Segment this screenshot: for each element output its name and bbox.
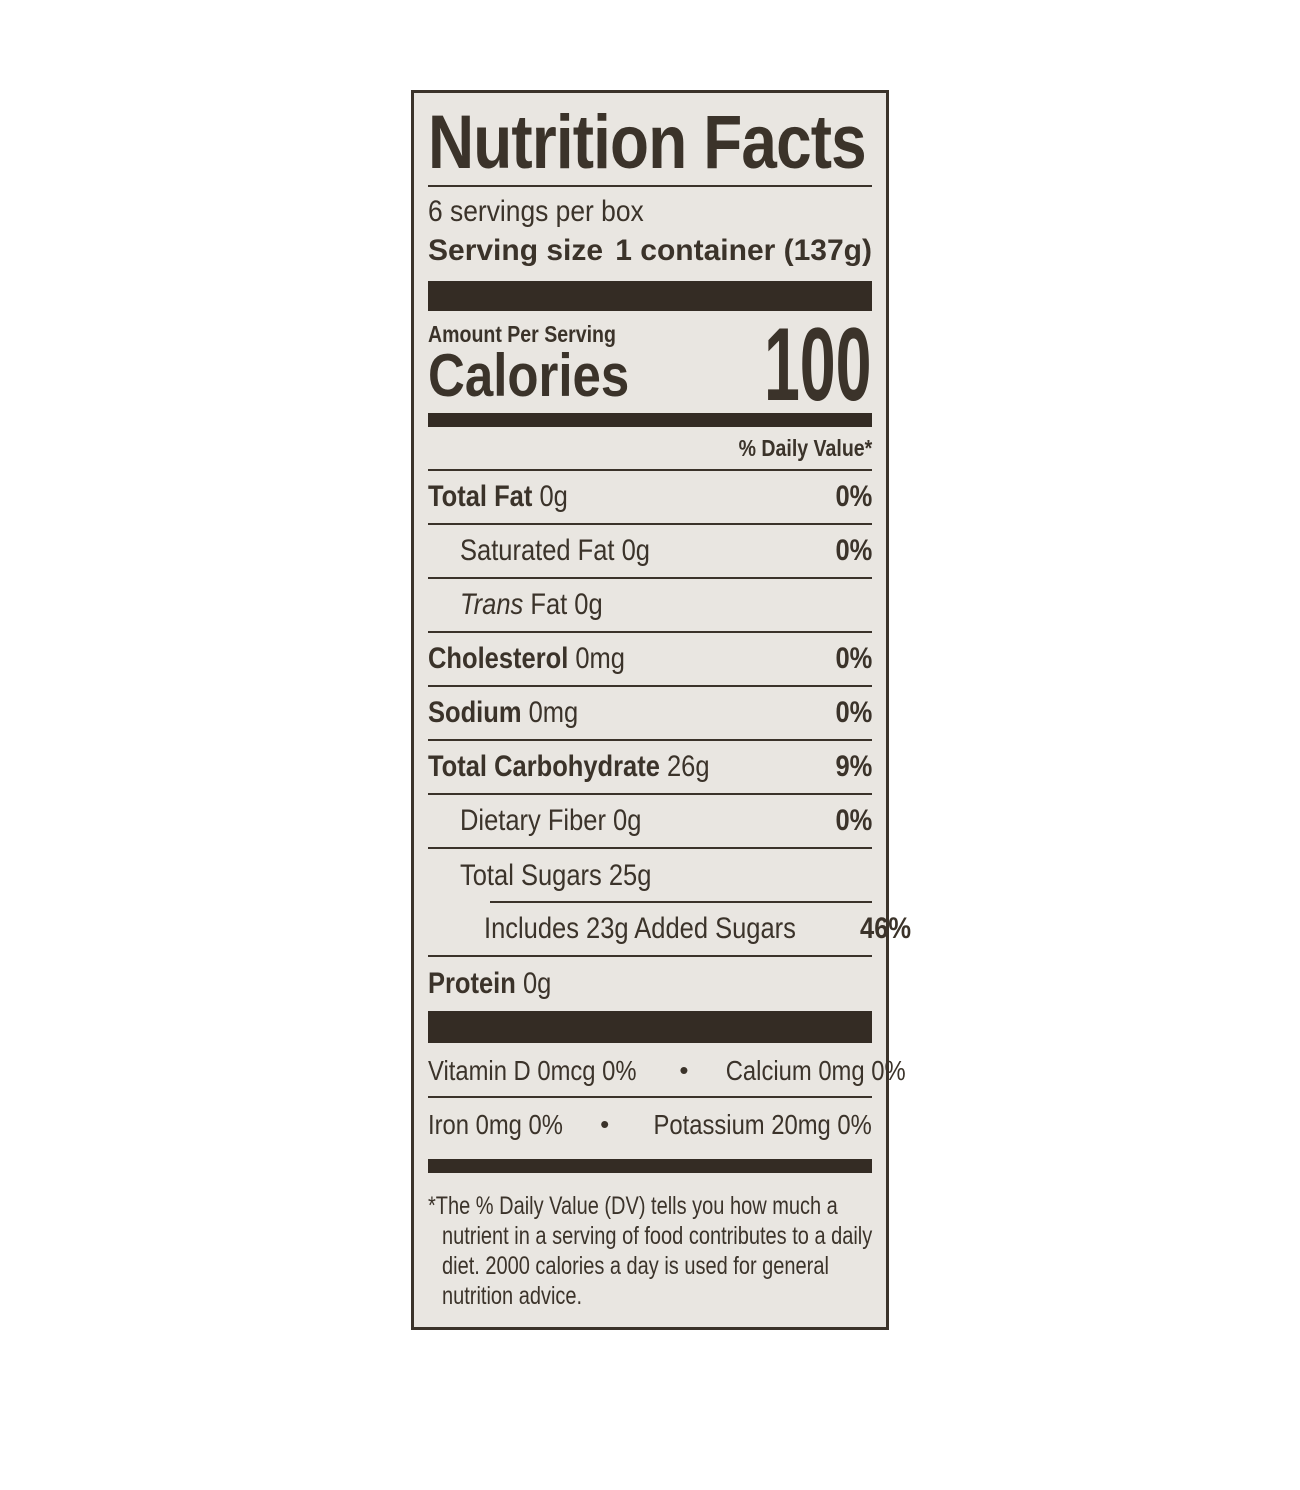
micronutrient-right: Calcium 0mg 0% bbox=[726, 1054, 907, 1086]
nutrient-name: Includes 23g Added Sugars bbox=[484, 912, 796, 945]
calories-left-column: Amount Per Serving Calories bbox=[428, 321, 665, 409]
label-title: Nutrition Facts bbox=[428, 103, 872, 183]
bullet-separator: • bbox=[679, 1055, 689, 1085]
nutrient-row: Total Sugars 25g bbox=[428, 849, 872, 903]
nutrient-row: Total Fat 0g 0% bbox=[428, 471, 872, 525]
servings-per-box: 6 servings per box bbox=[428, 195, 644, 228]
amount-per-serving-label: Amount Per Serving bbox=[428, 321, 616, 347]
footnote-line: diet. 2000 calories a day is used for ge… bbox=[442, 1252, 829, 1280]
nutrient-daily-value: 9% bbox=[835, 750, 872, 783]
thick-separator-bar-top bbox=[428, 281, 872, 311]
calories-value-wrap: 100 bbox=[698, 307, 872, 423]
footnote-line: nutrient in a serving of food contribute… bbox=[442, 1222, 873, 1250]
nutrient-row: Protein 0g bbox=[428, 957, 872, 1011]
daily-value-footnote: *The % Daily Value (DV) tells you how mu… bbox=[428, 1179, 872, 1311]
label-title-text: Nutrition Facts bbox=[428, 100, 867, 185]
nutrient-row: Trans Fat 0g bbox=[428, 579, 872, 633]
calories-value: 100 bbox=[764, 307, 872, 423]
calories-panel: Amount Per Serving Calories 100 bbox=[428, 307, 872, 423]
nutrient-name: Total Fat 0g bbox=[428, 480, 568, 513]
micronutrient-row: Vitamin D 0mcg 0% • Calcium 0mg 0% bbox=[428, 1045, 906, 1098]
nutrient-name: Protein 0g bbox=[428, 967, 552, 1000]
serving-size-value: 1 container (137g) bbox=[615, 234, 872, 267]
nutrient-row: Cholesterol 0mg 0% bbox=[428, 633, 872, 687]
serving-size-label: Serving size bbox=[428, 234, 604, 267]
micronutrient-right: Potassium 20mg 0% bbox=[653, 1108, 872, 1140]
micronutrient-left: Iron 0mg 0% bbox=[428, 1108, 563, 1140]
nutrient-name: Total Carbohydrate 26g bbox=[428, 750, 710, 783]
title-divider bbox=[428, 185, 872, 187]
bullet-separator: • bbox=[600, 1109, 610, 1139]
footnote-line: nutrition advice. bbox=[442, 1282, 583, 1310]
nutrient-row: Total Carbohydrate 26g 9% bbox=[428, 741, 872, 795]
nutrient-name: Total Sugars 25g bbox=[460, 859, 652, 892]
nutrient-row: Includes 23g Added Sugars 46% bbox=[428, 903, 911, 957]
nutrient-daily-value: 0% bbox=[835, 480, 872, 513]
daily-value-header: % Daily Value* bbox=[738, 435, 872, 461]
nutrient-daily-value: 0% bbox=[835, 534, 872, 567]
thick-separator-bar-protein bbox=[428, 1011, 872, 1043]
nutrient-name: Cholesterol 0mg bbox=[428, 642, 625, 675]
nutrient-row: Saturated Fat 0g 0% bbox=[428, 525, 872, 579]
calories-separator-bar bbox=[428, 413, 872, 427]
calories-label: Calories bbox=[428, 342, 630, 409]
serving-size-row: Serving size 1 container (137g) bbox=[428, 231, 872, 271]
nutrient-name: Trans Fat 0g bbox=[460, 588, 603, 621]
nutrient-daily-value: 46% bbox=[859, 912, 911, 945]
nutrient-row: Sodium 0mg 0% bbox=[428, 687, 872, 741]
nutrient-row: Dietary Fiber 0g 0% bbox=[428, 795, 872, 849]
nutrition-facts-label: Nutrition Facts 6 servings per box Servi… bbox=[411, 90, 911, 1330]
micronutrient-row: Iron 0mg 0% • Potassium 20mg 0% bbox=[428, 1098, 872, 1151]
nutrient-name: Dietary Fiber 0g bbox=[460, 804, 642, 837]
micronutrient-rows: Vitamin D 0mcg 0% • Calcium 0mg 0% Iron 0mg… bbox=[428, 1045, 906, 1151]
nutrient-daily-value: 0% bbox=[835, 804, 872, 837]
footnote-line: *The % Daily Value (DV) tells you how mu… bbox=[428, 1192, 838, 1220]
micronutrient-left: Vitamin D 0mcg 0% bbox=[428, 1054, 637, 1086]
nutrient-name: Saturated Fat 0g bbox=[460, 534, 650, 567]
nutrient-daily-value: 0% bbox=[835, 696, 872, 729]
nutrient-rows: Total Fat 0g 0% Saturated Fat 0g 0% Trans Fa… bbox=[428, 469, 911, 1011]
nutrient-daily-value: 0% bbox=[835, 642, 872, 675]
bottom-separator-bar bbox=[428, 1159, 872, 1173]
nutrient-name: Sodium 0mg bbox=[428, 696, 579, 729]
